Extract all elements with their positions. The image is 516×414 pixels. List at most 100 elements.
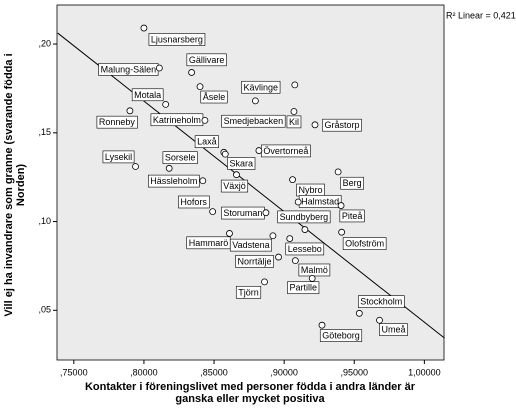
label-text: Umeå: [381, 325, 405, 335]
label-text: Vadstena: [232, 240, 269, 250]
point-label: Övertorneå: [261, 144, 311, 158]
label-text: Tjörn: [238, 287, 259, 297]
label-box: [287, 281, 320, 295]
point-label: Åsele: [200, 90, 228, 104]
point: [286, 235, 294, 242]
point: [262, 209, 270, 217]
label-text: Stockholm: [360, 297, 402, 307]
y-axis-label: Vill ej ha invandrare som granne (svaran…: [3, 53, 15, 316]
point: [308, 274, 316, 282]
point-label: Gällivare: [186, 53, 227, 67]
label-box: [220, 179, 249, 193]
point: [311, 121, 319, 129]
x-axis-label: Kontakter i föreningslivet med personer …: [85, 381, 416, 393]
x-tick-label: ,80000: [130, 367, 158, 377]
point: [261, 278, 268, 286]
point: [291, 257, 299, 265]
point-label: Halmstad: [298, 195, 342, 208]
label-box: [235, 255, 274, 268]
y-tick-label: ,15: [38, 127, 51, 137]
label-text: Malmö: [301, 265, 328, 275]
y-tick-label: ,20: [38, 38, 51, 48]
label-box: [200, 90, 228, 104]
label-text: Gråstorp: [324, 120, 359, 130]
point: [221, 150, 229, 158]
label-text: Hässleholm: [150, 176, 197, 186]
label-text: Skara: [230, 158, 254, 168]
point: [291, 81, 299, 89]
point-label: Smedjebacken: [221, 114, 286, 128]
point: [337, 202, 345, 209]
point-label: Gråstorp: [322, 118, 362, 132]
label-text: Halmstad: [301, 196, 339, 206]
x-tick-label: ,85000: [200, 367, 228, 377]
label-box: [148, 174, 200, 188]
point-label: Partille: [287, 281, 320, 295]
point-label: Malmö: [298, 263, 331, 277]
point-label: Hässleholm: [148, 174, 200, 188]
point-label: Umeå: [379, 323, 408, 336]
point-label: Berg: [340, 176, 364, 190]
point: [188, 69, 196, 76]
x-tick-label: ,75000: [60, 367, 88, 377]
point: [376, 316, 383, 324]
annotation: R² Linear = 0,421: [446, 10, 516, 20]
label-box: [131, 88, 164, 102]
point: [301, 226, 309, 233]
point-label: Lysekil: [102, 150, 135, 164]
label-text: Växjö: [223, 181, 246, 191]
label-text: Storuman: [223, 208, 262, 218]
label-text: Berg: [343, 178, 362, 188]
label-text: Norrtälje: [238, 256, 272, 266]
label-box: [286, 115, 302, 129]
point: [252, 97, 259, 105]
point: [275, 253, 282, 261]
x-axis-label: ganska eller mycket positiva: [175, 393, 325, 405]
label-box: [194, 135, 219, 148]
label-text: Olofström: [345, 239, 384, 249]
point-label: Lessebo: [285, 242, 325, 256]
point-label: Ljusnarsberg: [148, 33, 206, 46]
point: [155, 64, 163, 72]
label-box: [148, 33, 206, 46]
label-box: [178, 195, 210, 209]
label-text: Motala: [134, 90, 161, 100]
point: [162, 101, 170, 108]
y-tick-label: ,05: [38, 305, 51, 315]
label-box: [229, 238, 272, 252]
label-box: [235, 285, 262, 299]
label-text: Piteå: [342, 211, 363, 221]
label-box: [227, 157, 256, 170]
point-label: Olofström: [342, 237, 387, 250]
point: [132, 163, 139, 170]
point: [233, 171, 240, 179]
label-text: Sundbyberg: [280, 212, 329, 222]
point-label: Laxå: [194, 135, 219, 148]
point-label: Ronneby: [96, 115, 138, 129]
point-label: Kil: [286, 115, 302, 129]
point-label: Malung-Sälen: [98, 63, 159, 76]
point-label: Skara: [227, 157, 256, 170]
point: [201, 116, 209, 124]
point-label: Stockholm: [357, 295, 405, 308]
point: [334, 168, 342, 176]
x-tick-label: ,90000: [270, 367, 298, 377]
label-box: [339, 209, 365, 223]
label-text: Lessebo: [288, 244, 322, 254]
label-box: [277, 210, 331, 224]
point-label: Kävlinge: [241, 80, 281, 94]
label-box: [96, 115, 138, 129]
point: [269, 232, 277, 240]
label-text: Lysekil: [105, 152, 132, 162]
label-text: Göteborg: [322, 331, 360, 341]
label-box: [102, 150, 135, 164]
point: [199, 177, 207, 185]
label-text: Kil: [289, 117, 299, 127]
point: [290, 108, 298, 115]
label-text: Sorsele: [165, 153, 196, 163]
point-label: Nybro: [296, 183, 325, 197]
point-label: Motala: [131, 88, 164, 102]
label-box: [221, 114, 286, 128]
label-text: Övertorneå: [263, 146, 308, 156]
